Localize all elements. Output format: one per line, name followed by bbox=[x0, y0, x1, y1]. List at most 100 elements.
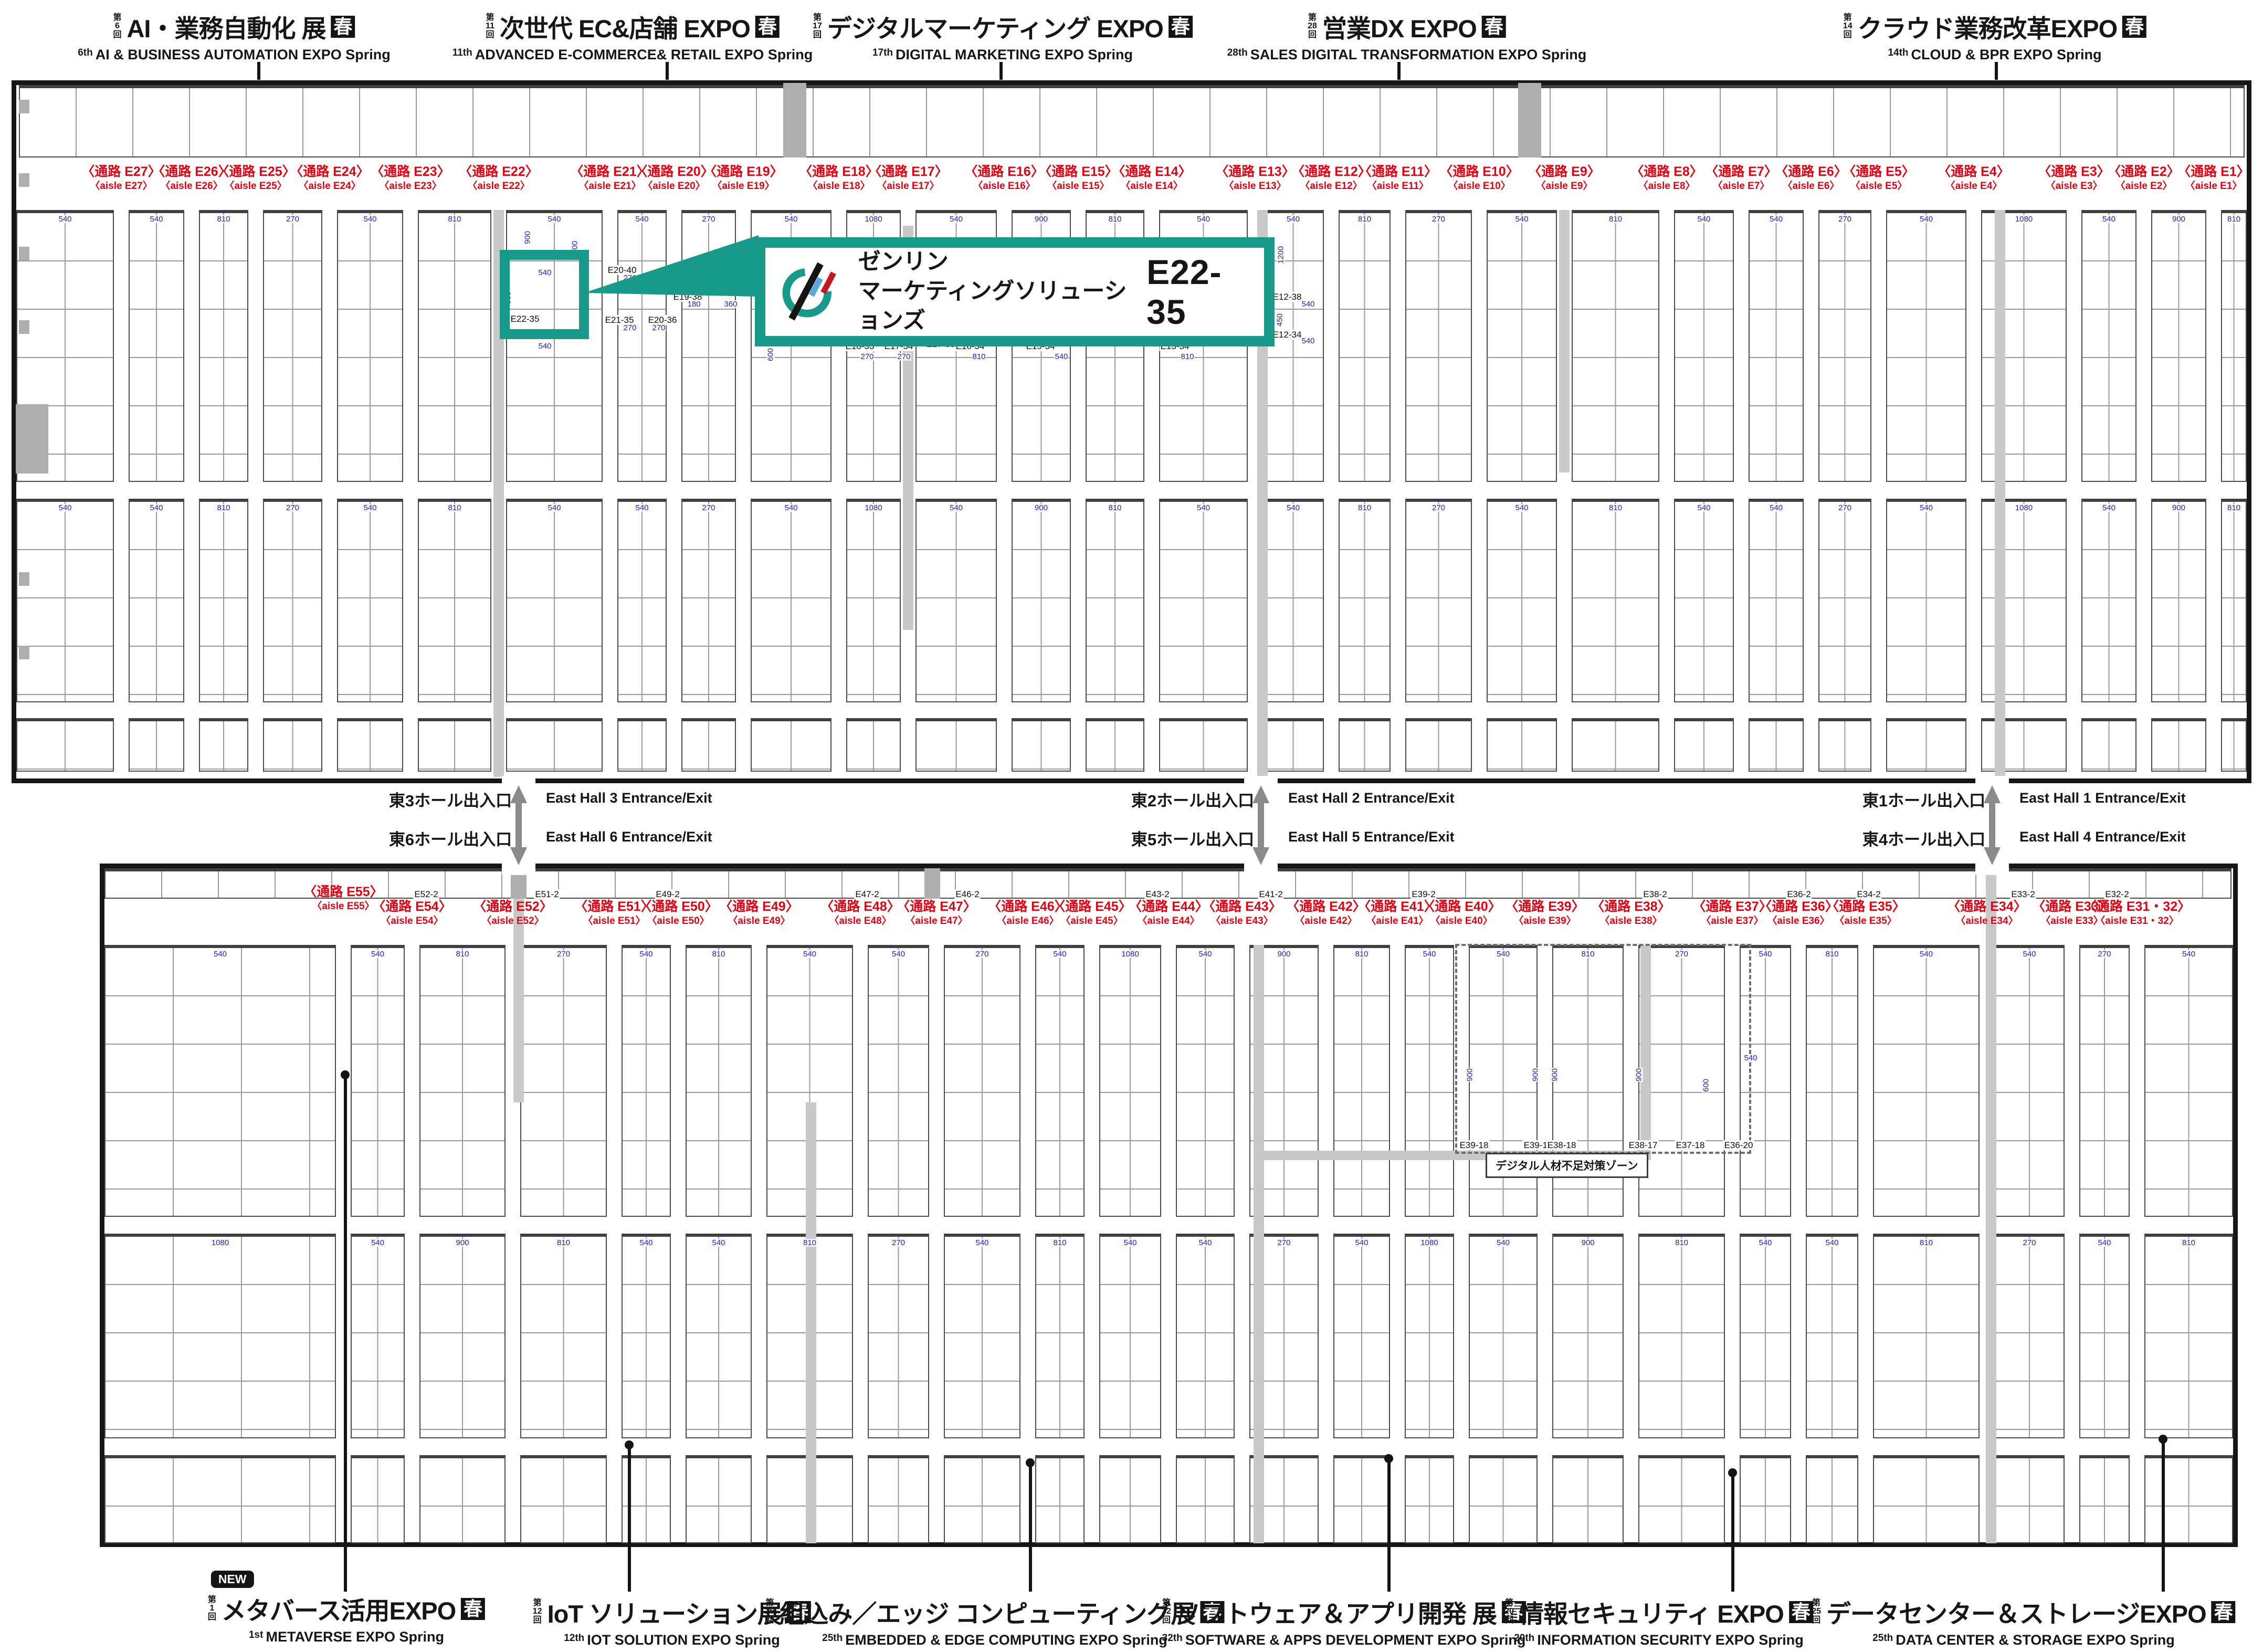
booth-dimension: 900 bbox=[1277, 950, 1291, 959]
booth-dimension: 540 bbox=[363, 215, 377, 224]
booth-block bbox=[1012, 499, 1071, 702]
aisle-label-E50: 〈通路 E50〉 〈aisle E50〉 bbox=[638, 899, 718, 928]
booth-label-E52-2: E52-2 bbox=[413, 889, 439, 899]
aisle-label-E43: 〈通路 E43〉 〈aisle E43〉 bbox=[1202, 899, 1281, 928]
ordinal-char: 第 bbox=[486, 13, 494, 23]
booth-block bbox=[2151, 718, 2206, 772]
top-expo-3: 第 17 回デジタルマーケティング EXPO 春 17th DIGITAL MARKETI… bbox=[813, 8, 1193, 63]
booth-dimension: 810 bbox=[447, 215, 462, 224]
aisle-label-jp: 〈通路 E14〉 bbox=[1112, 164, 1192, 179]
aisle-label-jp: 〈通路 E37〉 bbox=[1692, 899, 1772, 914]
entrance-label-jp: 東5ホール出入口 bbox=[1131, 830, 1255, 849]
booth-block bbox=[686, 1455, 752, 1543]
aisle-label-E42: 〈通路 E42〉 〈aisle E42〉 bbox=[1286, 899, 1365, 928]
booth-dimension: 810 bbox=[1581, 950, 1595, 959]
aisle-label-jp: 〈通路 E46〉 bbox=[988, 899, 1068, 914]
booth-block bbox=[1873, 945, 1980, 1217]
booth-block bbox=[419, 1455, 506, 1543]
expo-ordinal-en: 14th bbox=[1888, 47, 1909, 58]
booth-dimension: 900 bbox=[2171, 503, 2186, 512]
aisle-label-jp: 〈通路 E43〉 bbox=[1202, 899, 1282, 914]
aisle-label-E35: 〈通路 E35〉 〈aisle E35〉 bbox=[1826, 899, 1905, 928]
pillar bbox=[19, 247, 29, 260]
booth-label-E47-2: E47-2 bbox=[854, 889, 880, 899]
booth-dimension: 540 bbox=[1919, 950, 1934, 959]
booth-label-E49-2: E49-2 bbox=[655, 889, 681, 899]
aisle-label-en: 〈aisle E49〉 bbox=[728, 916, 791, 927]
aisle-label-en: 〈aisle E2〉 bbox=[2115, 181, 2173, 192]
entrance-label-jp: 東3ホール出入口 bbox=[388, 792, 512, 810]
title-connector-line bbox=[1029, 1464, 1032, 1592]
booth-dimension: 540 bbox=[1825, 1238, 1839, 1247]
booth-block bbox=[1469, 1234, 1538, 1438]
booth-block bbox=[337, 499, 403, 702]
aisle-label-en: 〈aisle E31・32〉 bbox=[2095, 916, 2179, 927]
aisle-label-E44: 〈通路 E44〉 〈aisle E44〉 bbox=[1129, 899, 1208, 928]
pillar bbox=[19, 572, 29, 586]
walk-path bbox=[1640, 945, 1651, 1155]
booth-dimension: 270 bbox=[285, 503, 300, 512]
aisle-label-E8: 〈通路 E8〉 〈aisle E8〉 bbox=[1630, 164, 1703, 193]
walk-path bbox=[1559, 210, 1570, 472]
booth-block bbox=[2144, 945, 2233, 1217]
expo-ordinal-jp: 第 25 回 bbox=[1812, 1598, 1821, 1625]
booth-block bbox=[418, 718, 491, 772]
facility-block bbox=[16, 404, 48, 473]
booth-label-E22-35: E22-35 bbox=[509, 314, 541, 324]
booth-block bbox=[1572, 499, 1659, 702]
booth-block bbox=[1035, 1234, 1085, 1438]
booth-dimension: 810 bbox=[216, 215, 231, 224]
expo-ordinal-jp: 第 11 回 bbox=[486, 13, 494, 39]
booth-block bbox=[419, 1234, 506, 1438]
aisle-label-jp: 〈通路 E13〉 bbox=[1215, 164, 1295, 179]
title-connector-line bbox=[1397, 62, 1401, 80]
booth-block bbox=[1487, 210, 1557, 482]
ordinal-char: 回 bbox=[1505, 1615, 1514, 1625]
expo-subtitle-text: EMBEDDED & EDGE COMPUTING EXPO Spring bbox=[845, 1632, 1167, 1648]
booth-dimension: 540 bbox=[1354, 1238, 1369, 1247]
booth-dimension: 540 bbox=[1196, 503, 1211, 512]
callout-company-name: ゼンリン マーケティングソリューションズ bbox=[858, 248, 1146, 336]
new-badge: NEW bbox=[210, 1571, 254, 1588]
expo-subtitle-text: IOT SOLUTION EXPO Spring bbox=[587, 1632, 780, 1648]
aisle-label-E3: 〈通路 E3〉 〈aisle E3〉 bbox=[2038, 164, 2110, 193]
booth-dimension: 540 bbox=[1496, 950, 1511, 959]
booth-dimension: 540 bbox=[1196, 215, 1211, 224]
booth-block bbox=[1405, 499, 1472, 702]
bottom-expo-3: 第 26 回組込み／エッジ コンピューティング展春 25th EMBEDDED & ED… bbox=[765, 1594, 1225, 1648]
booth-block bbox=[2221, 499, 2247, 702]
booth-dimension: 540 bbox=[1769, 215, 1784, 224]
aisle-label-E11: 〈通路 E11〉 〈aisle E11〉 bbox=[1359, 164, 1437, 193]
aisle-label-en: 〈aisle E17〉 bbox=[877, 181, 940, 192]
ordinal-char: 12 bbox=[532, 1607, 542, 1616]
booth-block bbox=[2081, 499, 2136, 702]
aisle-label-E20: 〈通路 E20〉 〈aisle E20〉 bbox=[634, 164, 713, 193]
booth-block bbox=[1099, 945, 1161, 1217]
booth-block bbox=[1638, 1234, 1725, 1438]
booth-block bbox=[2079, 945, 2130, 1217]
booth-block bbox=[1333, 1234, 1390, 1438]
booth-dimension: 540 bbox=[2097, 1238, 2112, 1247]
aisle-label-E14: 〈通路 E14〉 〈aisle E14〉 bbox=[1112, 164, 1191, 193]
booth-block bbox=[1740, 945, 1791, 1217]
aisle-label-en: 〈aisle E33〉 bbox=[2040, 916, 2103, 927]
entrance-label-en: East Hall 1 Entrance/Exit bbox=[2019, 790, 2186, 806]
ordinal-char: 回 bbox=[765, 1615, 774, 1625]
title-connector-line bbox=[257, 62, 260, 80]
aisle-label-E52: 〈通路 E52〉 〈aisle E52〉 bbox=[473, 899, 552, 928]
booth-block bbox=[2079, 1234, 2130, 1438]
pillar bbox=[783, 83, 806, 157]
aisle-label-en: 〈aisle E47〉 bbox=[905, 916, 968, 927]
booth-dimension: 1200 bbox=[1276, 245, 1286, 265]
ordinal-char: 回 bbox=[533, 1615, 542, 1625]
aisle-label-jp: 〈通路 E18〉 bbox=[799, 164, 879, 179]
booth-dimension: 810 bbox=[447, 503, 462, 512]
expo-title-row: 第 28 回営業DX EXPO 春 bbox=[1227, 8, 1587, 45]
booth-dimension: 810 bbox=[2226, 215, 2241, 224]
booth-block bbox=[1487, 499, 1557, 702]
aisle-label-jp: 〈通路 E9〉 bbox=[1528, 164, 1601, 179]
aisle-label-E4: 〈通路 E4〉 〈aisle E4〉 bbox=[1938, 164, 2010, 193]
booth-block bbox=[622, 945, 671, 1217]
booth-dimension: 900 bbox=[523, 230, 532, 245]
booth-block bbox=[1674, 210, 1734, 482]
